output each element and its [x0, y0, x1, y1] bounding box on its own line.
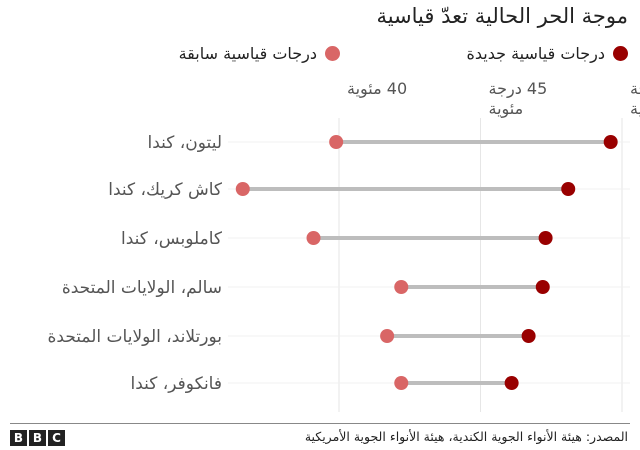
source-note: المصدر: هيئة الأنواء الجوية الكندية، هيئ… — [304, 429, 628, 444]
old-record-point — [394, 376, 409, 390]
footer-divider — [10, 423, 630, 424]
x-tick-label: 40 مئوية — [347, 79, 407, 99]
new-record-point — [603, 135, 618, 149]
new-record-point — [538, 231, 553, 245]
new-record-point — [504, 376, 519, 390]
legend-new-label: درجات قياسية جديدة — [466, 44, 605, 63]
legend-old-record: درجات قياسية سابقة — [179, 44, 340, 63]
old-record-point — [394, 280, 409, 294]
category-label: بورتلاند، الولايات المتحدة — [47, 327, 222, 347]
category-label: كاش كريك، كندا — [108, 180, 223, 200]
legend-old-dot — [325, 46, 340, 61]
new-record-point — [521, 329, 536, 343]
category-label: كاملوبس، كندا — [121, 229, 223, 249]
new-record-point — [535, 280, 550, 294]
chart-title: موجة الحر الحالية تعدّ قياسية — [376, 4, 628, 28]
x-tick-label: 45 درجة مئوية — [489, 79, 548, 119]
legend-new-dot — [613, 46, 628, 61]
category-label: ليتون، كندا — [148, 133, 222, 153]
legend-new-record: درجات قياسية جديدة — [466, 44, 628, 63]
old-record-point — [235, 182, 250, 196]
category-label: سالم، الولايات المتحدة — [62, 278, 222, 298]
legend-old-label: درجات قياسية سابقة — [178, 44, 317, 63]
old-record-point — [380, 329, 395, 343]
old-record-point — [329, 135, 344, 149]
category-label: فانكوفر، كندا — [131, 374, 222, 394]
old-record-point — [306, 231, 321, 245]
new-record-point — [561, 182, 576, 196]
